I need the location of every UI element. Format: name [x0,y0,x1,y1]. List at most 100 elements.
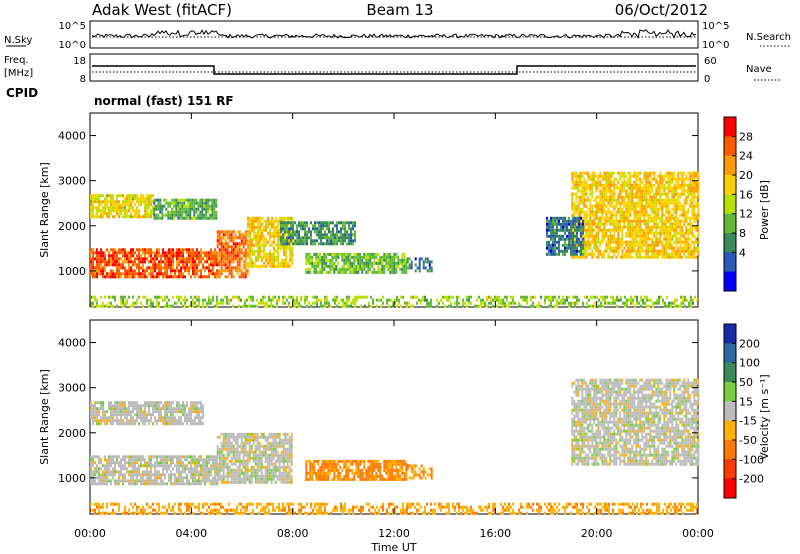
power-cell [548,240,550,244]
power-cell [575,204,578,208]
power-cell [96,254,98,258]
power-cell [570,222,572,226]
vel-cell [190,461,192,465]
power-cell [277,228,280,232]
power-cell [609,249,612,253]
power-cell [617,171,620,175]
vel-cell [226,474,229,478]
power-cell [343,270,346,274]
power-cell [568,304,570,308]
power-cell [320,242,322,246]
power-cell [633,171,636,175]
vel-cell [220,474,223,478]
power-cell [334,298,336,302]
power-cell [208,272,210,276]
vel-cell [92,464,94,468]
power-cell [385,261,388,265]
power-cell [110,272,112,276]
power-cell [357,258,360,262]
power-cell [568,243,570,247]
power-cell [575,192,578,196]
power-cell [593,240,596,244]
power-cell [193,210,196,214]
vel-cell [202,458,204,462]
power-cell [282,298,284,302]
power-cell [181,216,184,220]
power-cell [609,183,612,187]
power-cell [310,236,312,240]
power-cell [640,298,642,302]
power-cell [640,304,642,308]
power-cell [410,304,412,308]
power-cell [430,298,432,302]
vel-cell [196,458,198,462]
power-cell [132,254,134,258]
power-cell [603,207,606,211]
vel-cell [180,476,182,480]
vel-cell [136,458,138,462]
power-cell [273,246,276,250]
power-cell [262,295,264,299]
power-cell [269,228,272,232]
power-cell [591,207,594,211]
power-cell [655,213,658,217]
power-cell [677,198,680,202]
power-cell [675,255,678,259]
power-cell [222,233,225,237]
power-cell [520,304,522,308]
power-cell [228,236,231,240]
power-cell [122,194,124,198]
power-cell [629,228,632,232]
power-cell [518,304,520,308]
power-cell [689,174,692,178]
power-cell [173,204,176,208]
power-cell [639,186,642,190]
vel-cell [234,456,237,460]
power-cell [371,255,374,259]
power-cell [249,222,252,226]
power-cell [277,243,280,247]
power-cell [154,260,156,264]
power-cell [296,227,298,231]
power-cell [576,216,578,220]
power-cell [367,264,370,268]
power-cell [671,198,674,202]
power-cell [224,248,227,252]
power-cell [138,203,140,207]
power-cell [289,243,292,247]
power-cell [210,272,212,276]
power-cell [130,272,132,276]
vel-cell [164,482,166,486]
power-cell [637,255,640,259]
power-cell [104,263,106,267]
power-cell [267,231,270,235]
power-cell [619,174,622,178]
power-cell [344,221,346,225]
power-cell [244,269,247,273]
power-cell [673,183,676,187]
power-cell [167,216,170,220]
power-cell [617,249,620,253]
power-cell [651,237,654,241]
power-cell [570,225,572,229]
power-cell [361,264,364,268]
power-cell [355,270,358,274]
power-cell [90,260,92,264]
power-cell [575,198,578,202]
power-cell [277,219,280,223]
power-cell [261,243,264,247]
power-cell [313,267,316,271]
power-cell [643,255,646,259]
power-cell [326,227,328,231]
power-cell [320,227,322,231]
power-cell [585,249,588,253]
power-cell [342,233,344,237]
power-cell [629,177,632,181]
power-cell [234,242,237,246]
power-cell [655,210,658,214]
power-cell [310,230,312,234]
power-cell [681,228,684,232]
power-cell [691,195,694,199]
power-cell [216,298,218,302]
vel-cell [114,473,116,477]
